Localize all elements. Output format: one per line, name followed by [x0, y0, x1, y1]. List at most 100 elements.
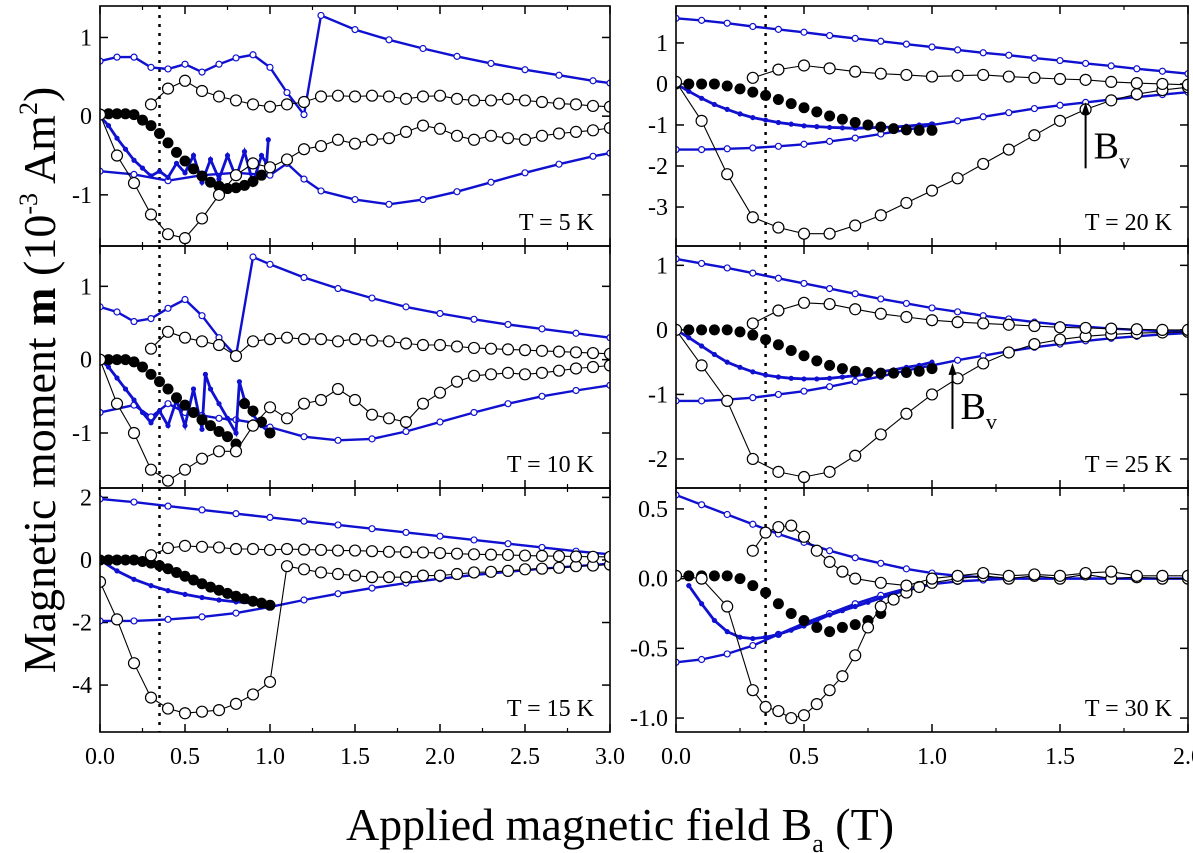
data-point-open — [810, 698, 823, 711]
data-point-dense — [216, 597, 222, 603]
data-point-dense — [202, 371, 208, 377]
data-point-open — [849, 649, 862, 662]
data-point-dense — [827, 124, 833, 131]
data-point-open — [759, 700, 772, 714]
data-point-model — [181, 60, 189, 68]
data-point-open — [586, 360, 600, 374]
data-point-open — [450, 92, 464, 105]
data-point-dense — [775, 119, 782, 126]
x-tick-label: 1.5 — [1045, 744, 1075, 770]
data-point-open — [518, 368, 532, 381]
data-point-filled — [696, 78, 708, 90]
data-point-open — [229, 349, 243, 363]
data-point-model — [147, 63, 155, 71]
data-point-model — [902, 40, 911, 48]
data-point-open — [1028, 337, 1041, 351]
data-point-open — [772, 221, 785, 234]
panel-plot-area — [100, 488, 610, 732]
data-point-open — [178, 539, 192, 552]
data-point-open — [161, 702, 175, 715]
data-point-filled — [162, 383, 174, 395]
data-point-dense — [190, 152, 197, 159]
data-point-model — [368, 584, 376, 592]
y-tick-label: -1 — [648, 113, 668, 139]
data-point-open — [348, 137, 362, 150]
data-point-filled — [913, 365, 925, 377]
data-point-filled — [760, 89, 772, 101]
data-point-dense — [233, 430, 239, 436]
data-point-open — [925, 184, 939, 197]
data-point-filled — [683, 78, 695, 90]
data-point-open — [195, 84, 209, 98]
data-point-model — [130, 53, 138, 61]
data-point-open — [246, 157, 260, 170]
data-point-open — [603, 347, 610, 360]
data-point-model — [1030, 54, 1039, 62]
data-point-open — [552, 561, 566, 574]
data-point-model — [1158, 67, 1167, 75]
data-point-open — [280, 560, 294, 573]
data-point-open — [569, 98, 583, 111]
temperature-label: T = 30 K — [1085, 696, 1173, 722]
data-point-filled — [785, 607, 797, 619]
data-point-filled — [137, 114, 148, 126]
data-point-model — [130, 617, 138, 625]
data-point-open — [900, 407, 913, 420]
data-point-open — [212, 541, 226, 554]
data-point-open — [874, 576, 887, 589]
data-point-model — [198, 68, 206, 76]
data-point-filled — [785, 345, 797, 357]
y-tick-label: -1 — [72, 183, 92, 209]
data-point-model — [198, 312, 206, 320]
data-point-open — [501, 564, 515, 577]
data-point-dense — [814, 124, 820, 130]
y-tick-label: -4 — [72, 673, 92, 699]
data-point-filled — [798, 614, 810, 626]
data-point-model — [436, 532, 444, 540]
y-axis-title-unit: (10 — [14, 215, 65, 288]
data-point-open — [746, 452, 759, 466]
data-point-model — [1107, 62, 1115, 70]
data-point-filled — [875, 367, 887, 379]
data-point-open — [450, 547, 464, 560]
data-point-open — [314, 393, 328, 407]
data-point-open — [314, 566, 328, 579]
data-point-open — [925, 314, 939, 327]
data-point-open — [365, 89, 379, 102]
data-point-model — [825, 284, 834, 293]
data-point-model — [1056, 101, 1064, 109]
x-tick-label: 1.0 — [917, 744, 947, 770]
data-point-model — [198, 613, 206, 621]
data-point-open — [484, 129, 498, 142]
data-point-open — [144, 342, 158, 355]
data-point-filled — [824, 626, 836, 638]
data-point-open — [144, 463, 158, 476]
data-point-dense — [236, 379, 242, 385]
data-point-model — [572, 386, 580, 395]
data-point-open — [874, 307, 887, 320]
data-point-open — [127, 426, 141, 440]
data-point-model — [215, 60, 223, 68]
data-point-open — [586, 124, 600, 137]
annotation-bv-label: Bv — [960, 386, 996, 434]
data-point-model — [851, 377, 859, 386]
data-point-open — [810, 544, 823, 557]
series-line-measured — [100, 564, 610, 714]
data-point-open — [535, 95, 549, 109]
data-point-open — [212, 338, 226, 352]
data-point-open — [1130, 323, 1143, 336]
data-point-open — [331, 89, 345, 102]
y-tick-label: 0 — [80, 548, 92, 574]
data-point-open — [695, 359, 708, 372]
data-point-filled — [213, 180, 225, 192]
data-point-dense — [207, 386, 214, 392]
data-point-model — [351, 26, 359, 34]
data-point-open — [676, 75, 683, 88]
y-axis-title-close: ) — [14, 87, 65, 102]
data-point-filled — [111, 108, 123, 120]
data-point-filled — [239, 593, 250, 605]
data-point-model — [300, 433, 308, 441]
data-point-open — [297, 95, 311, 109]
data-point-open — [1002, 346, 1015, 359]
data-point-dense — [241, 148, 248, 155]
